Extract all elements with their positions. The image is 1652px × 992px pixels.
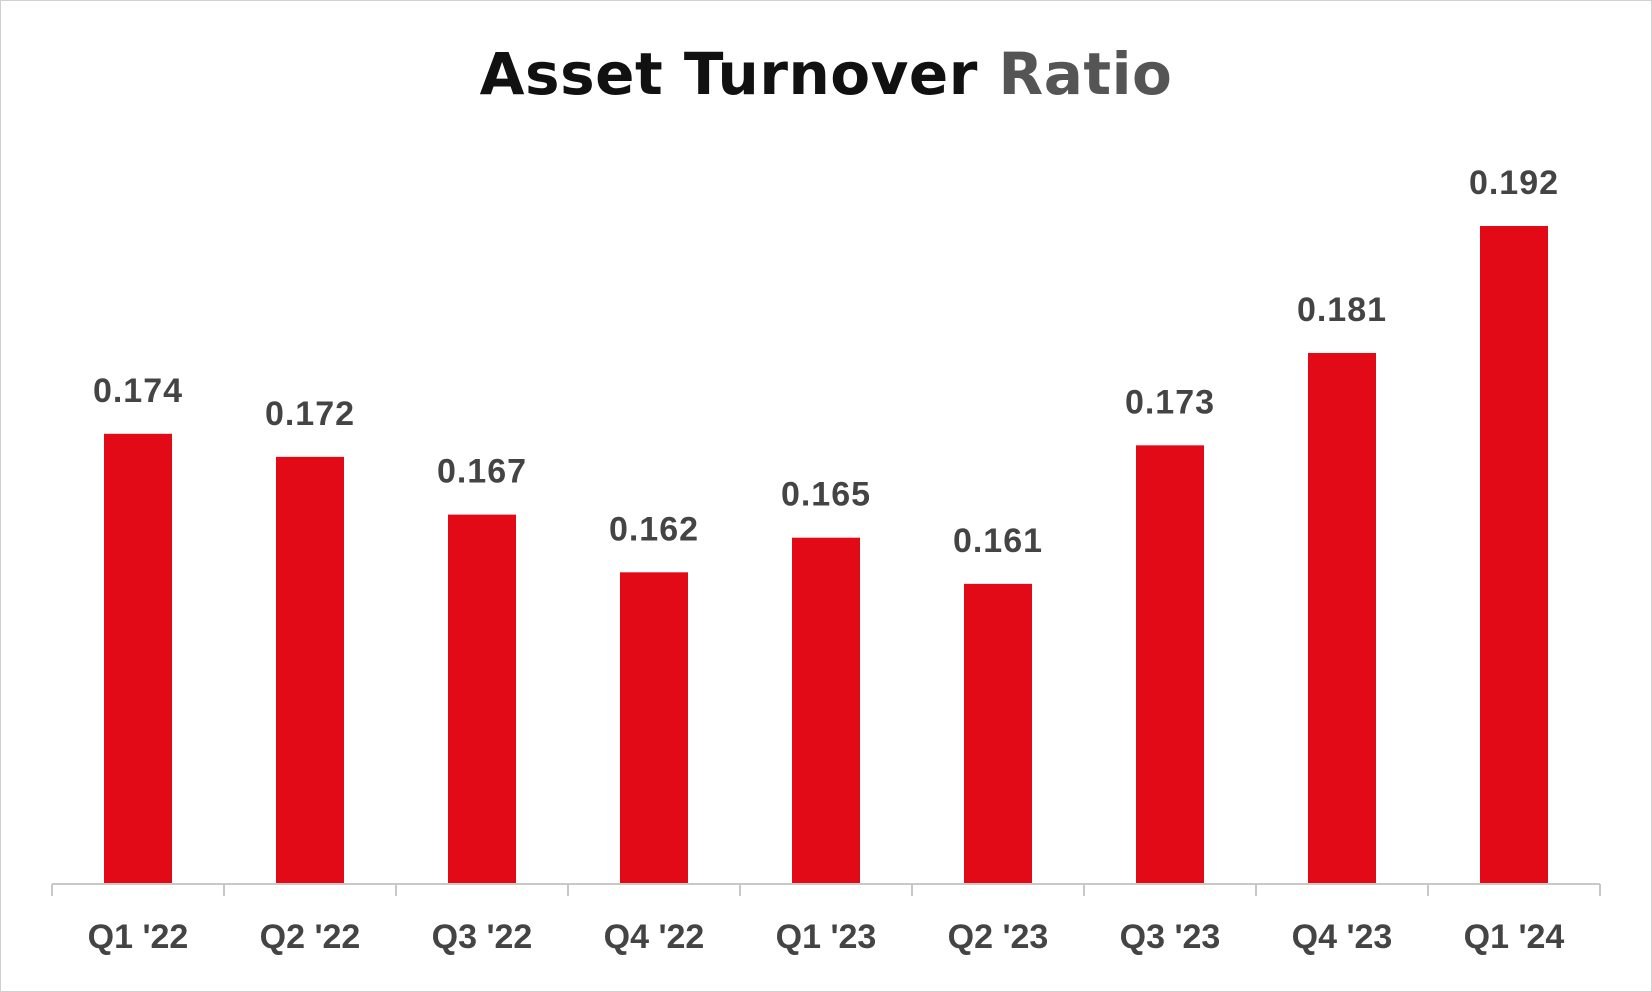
x-tick-label: Q2 '23	[948, 918, 1049, 956]
x-tick-label: Q1 '22	[88, 918, 189, 956]
chart-title-main: Asset Turnover	[479, 40, 978, 108]
x-tick-label: Q3 '22	[432, 918, 533, 956]
x-tick-label: Q3 '23	[1120, 918, 1221, 956]
x-tick-label: Q4 '22	[604, 918, 705, 956]
data-label: 0.181	[1297, 291, 1387, 329]
bar	[448, 514, 516, 884]
data-label: 0.161	[953, 522, 1043, 560]
x-tick-label: Q1 '23	[776, 918, 877, 956]
data-label: 0.167	[437, 453, 527, 491]
bar	[792, 537, 860, 884]
chart-title: Asset Turnover Ratio	[0, 40, 1652, 108]
bar	[1136, 445, 1204, 884]
bar	[620, 572, 688, 884]
bar	[104, 433, 172, 884]
bar	[1308, 352, 1376, 885]
chart-title-accent: Ratio	[998, 40, 1173, 108]
data-label: 0.162	[609, 510, 699, 548]
data-label: 0.192	[1469, 164, 1559, 202]
bar	[276, 456, 344, 884]
x-tick-label: Q2 '22	[260, 918, 361, 956]
x-tick-label: Q4 '23	[1292, 918, 1393, 956]
data-label: 0.173	[1125, 383, 1215, 421]
bar	[964, 583, 1032, 884]
bar	[1480, 226, 1548, 884]
data-label: 0.174	[93, 372, 183, 410]
data-label: 0.165	[781, 476, 871, 514]
data-label: 0.172	[265, 395, 355, 433]
x-tick-label: Q1 '24	[1464, 918, 1565, 956]
